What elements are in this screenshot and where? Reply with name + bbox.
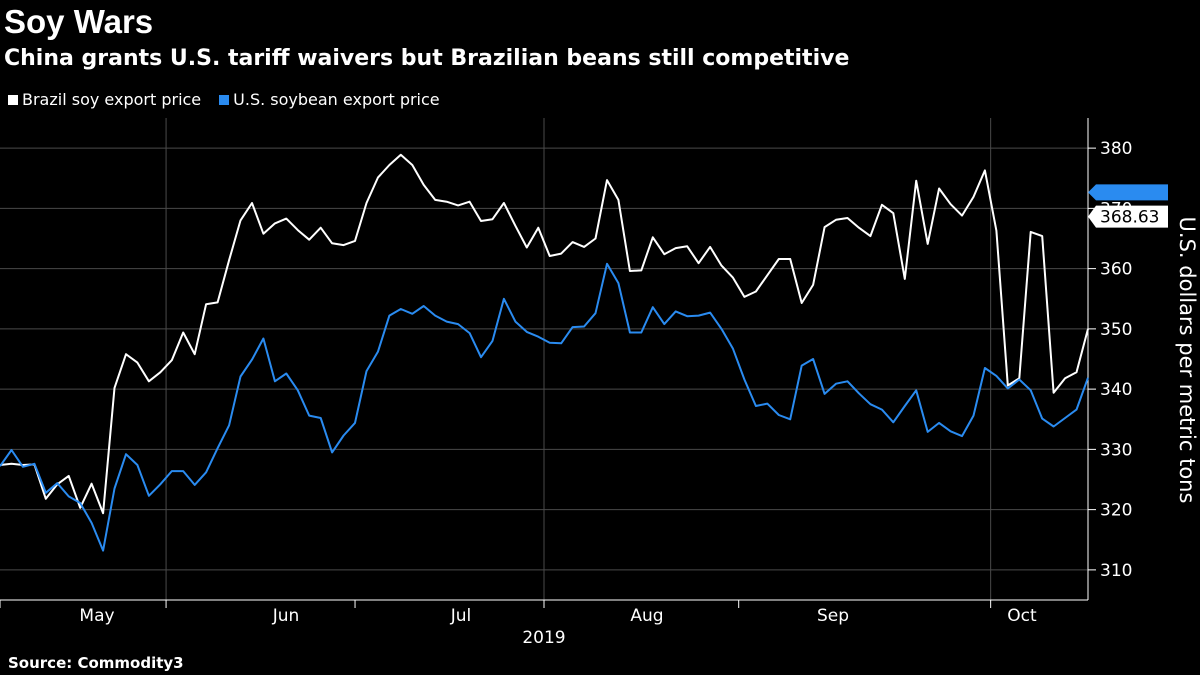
x-tick-label: Jul [450,606,472,626]
x-tick-label: Oct [1007,606,1037,626]
axis-layer: 310320330340350360370380MayJunJulAugSepO… [0,118,1199,648]
x-year-label: 2019 [522,628,565,648]
last-value-label-brazil: 368.63 [1100,208,1159,228]
y-tick-label: 330 [1100,440,1132,460]
y-tick-label: 320 [1100,501,1132,521]
y-tick-label: 360 [1100,260,1132,280]
legend-label-brazil: Brazil soy export price [22,90,202,109]
legend: Brazil soy export price U.S. soybean exp… [8,90,440,109]
chart-subtitle: China grants U.S. tariff waivers but Bra… [4,46,850,71]
x-tick-label: Jun [272,606,300,626]
x-tick-label: Sep [817,606,849,626]
legend-item-brazil: Brazil soy export price [8,90,201,109]
y-tick-label: 310 [1100,561,1132,581]
label-layer: 368.63 [1088,184,1168,228]
series-line-us [0,262,1089,552]
legend-swatch-us [219,94,230,105]
legend-swatch-brazil [8,94,18,105]
last-value-badge-brazil [1088,205,1168,228]
grid-layer [0,118,1088,600]
legend-label-us: U.S. soybean export price [233,90,440,109]
x-tick-label: Aug [630,606,663,626]
y-tick-label: 350 [1100,320,1132,340]
legend-item-us: U.S. soybean export price [219,90,440,109]
y-tick-label: 340 [1100,380,1132,400]
y-axis-title: U.S. dollars per metric tons [1175,217,1199,504]
chart-title: Soy Wars [4,3,154,40]
series-layer [0,153,1089,552]
x-tick-label: May [79,606,114,626]
source-note: Source: Commodity3 [8,654,184,672]
series-line-brazil [0,153,1089,515]
y-tick-label: 380 [1100,139,1132,159]
last-value-badge-us [1088,184,1168,201]
